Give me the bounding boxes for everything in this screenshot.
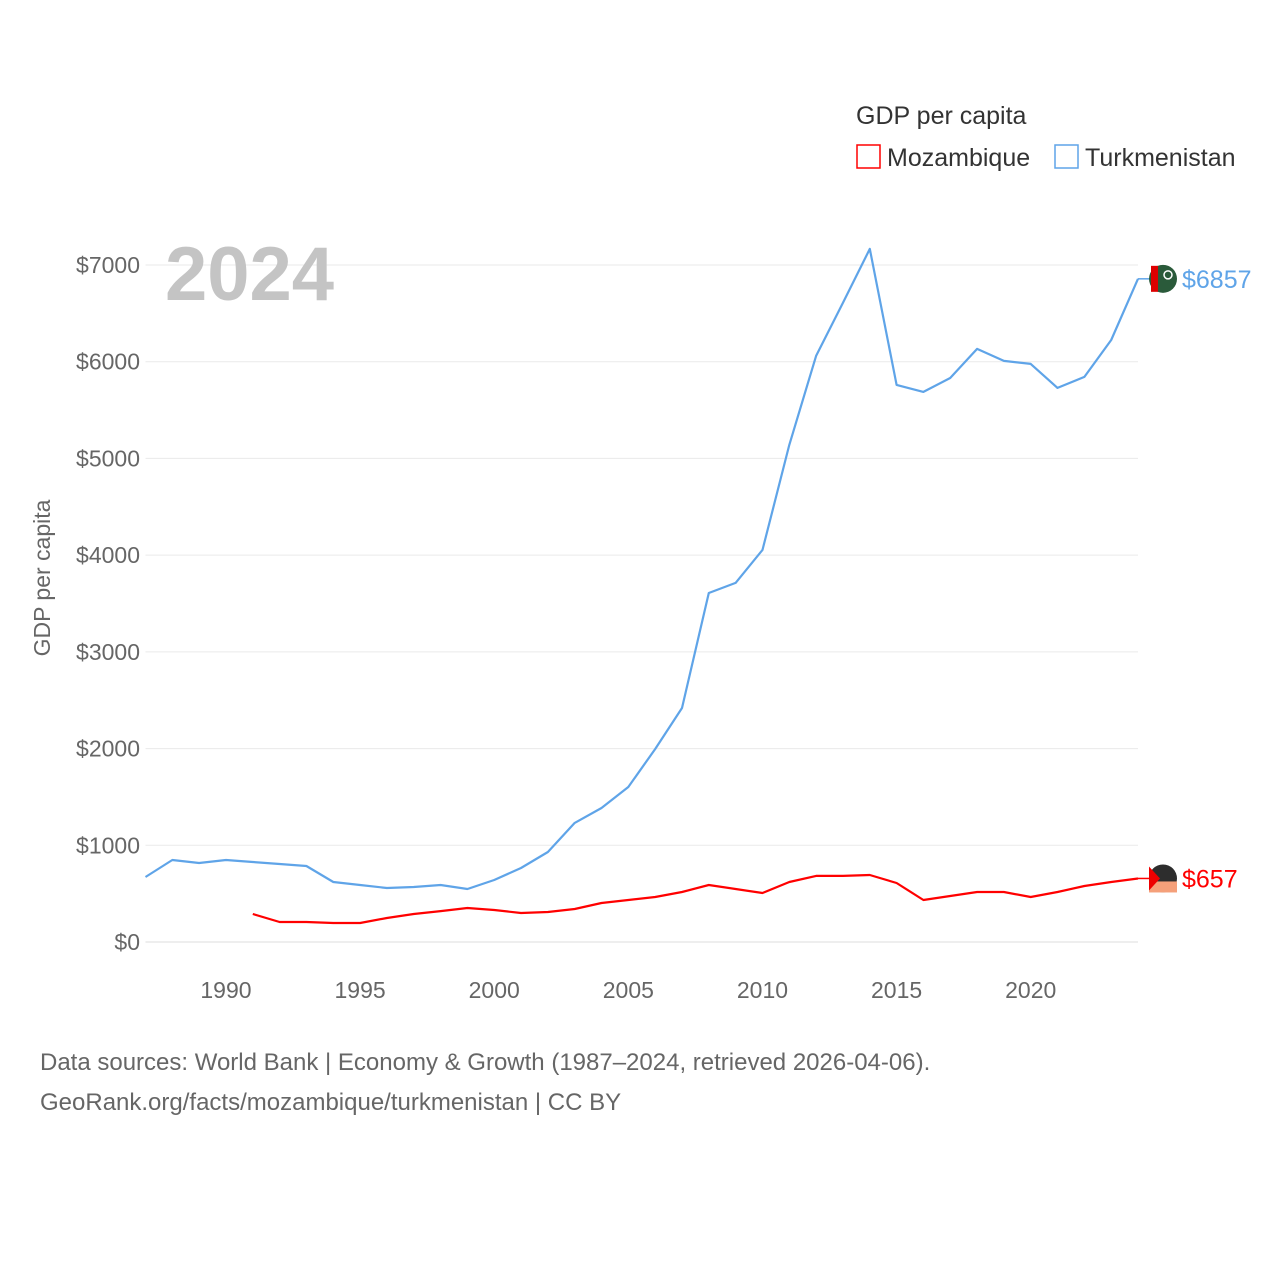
y-tick-label: $6000 <box>76 349 140 375</box>
legend-title: GDP per capita <box>856 102 1027 130</box>
x-tick-label: 2020 <box>1005 977 1056 1003</box>
x-tick-label: 1990 <box>200 977 251 1003</box>
y-tick-label: $5000 <box>76 445 140 471</box>
y-tick-label: $3000 <box>76 639 140 665</box>
footer-sources: Data sources: World Bank | Economy & Gro… <box>40 1049 931 1076</box>
footer: Data sources: World Bank | Economy & Gro… <box>40 1043 930 1123</box>
footer-link[interactable]: GeoRank.org/facts/mozambique/turkmenista… <box>40 1089 622 1116</box>
legend-label-mozambique[interactable]: Mozambique <box>887 144 1030 172</box>
legend: GDP per capita Mozambique Turkmenistan <box>856 102 1236 172</box>
x-tick-label: 2005 <box>603 977 654 1003</box>
y-tick-label: $0 <box>114 929 140 955</box>
year-watermark: 2024 <box>165 232 334 317</box>
flag-stripe <box>1149 881 1177 893</box>
legend-swatch-turkmenistan[interactable] <box>1054 144 1079 169</box>
y-tick-label: $2000 <box>76 736 140 762</box>
legend-swatch-mozambique[interactable] <box>856 144 881 169</box>
x-tick-label: 1995 <box>335 977 386 1003</box>
y-tick-label: $7000 <box>76 252 140 278</box>
series-line-turkmenistan <box>144 247 1140 891</box>
x-tick-label: 2010 <box>737 977 788 1003</box>
x-tick-label: 2015 <box>871 977 922 1003</box>
flag-stripe <box>1151 265 1158 292</box>
y-axis-ticks: $0 $1000 $2000 $3000 $4000 $5000 $6000 $7000 <box>76 252 140 955</box>
grid-lines <box>145 264 1138 943</box>
series-line-mozambique <box>252 873 1139 925</box>
legend-label-turkmenistan[interactable]: Turkmenistan <box>1085 144 1236 172</box>
x-tick-label: 2000 <box>469 977 520 1003</box>
y-tick-label: $1000 <box>76 832 140 858</box>
series-lines <box>144 247 1140 925</box>
end-value-label: $657 <box>1182 865 1238 893</box>
flag-triangle <box>1149 866 1160 891</box>
flag-crescent <box>1163 270 1173 280</box>
series-end-labels: $657 $6857 <box>1138 264 1252 893</box>
y-tick-label: $4000 <box>76 542 140 568</box>
y-axis-label: GDP per capita <box>29 499 55 656</box>
end-value-label: $6857 <box>1182 266 1252 294</box>
x-axis-ticks: 1990 1995 2000 2005 2010 2015 2020 <box>200 977 1056 1003</box>
